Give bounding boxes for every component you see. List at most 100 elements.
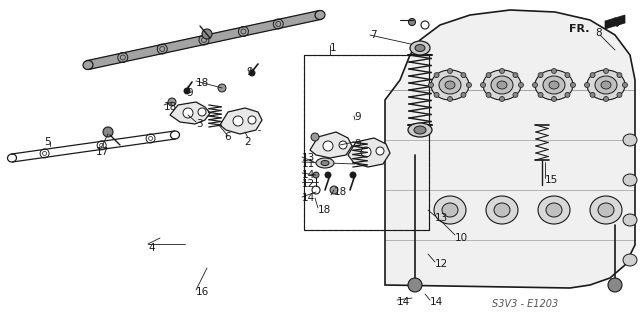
Circle shape bbox=[481, 83, 486, 87]
Circle shape bbox=[233, 116, 243, 126]
Polygon shape bbox=[310, 132, 352, 158]
Ellipse shape bbox=[590, 196, 622, 224]
Text: 13: 13 bbox=[435, 213, 448, 223]
Circle shape bbox=[249, 70, 255, 76]
Circle shape bbox=[538, 73, 543, 78]
Circle shape bbox=[350, 172, 356, 178]
Ellipse shape bbox=[497, 81, 507, 89]
Circle shape bbox=[570, 83, 575, 87]
Ellipse shape bbox=[623, 174, 637, 186]
Circle shape bbox=[584, 83, 589, 87]
Circle shape bbox=[513, 92, 518, 97]
Circle shape bbox=[218, 84, 226, 92]
Circle shape bbox=[538, 92, 543, 97]
Text: 12: 12 bbox=[435, 259, 448, 269]
Ellipse shape bbox=[483, 70, 521, 100]
Ellipse shape bbox=[535, 70, 573, 100]
Text: 17: 17 bbox=[96, 147, 109, 157]
Text: 13: 13 bbox=[302, 153, 316, 163]
Ellipse shape bbox=[623, 214, 637, 226]
Circle shape bbox=[565, 92, 570, 97]
Circle shape bbox=[565, 73, 570, 78]
Ellipse shape bbox=[538, 196, 570, 224]
Circle shape bbox=[532, 83, 538, 87]
Ellipse shape bbox=[486, 196, 518, 224]
Circle shape bbox=[311, 133, 319, 141]
Ellipse shape bbox=[431, 70, 469, 100]
Polygon shape bbox=[220, 108, 262, 134]
Text: 18: 18 bbox=[318, 205, 332, 215]
Ellipse shape bbox=[316, 158, 334, 168]
Ellipse shape bbox=[408, 123, 432, 137]
Circle shape bbox=[486, 73, 491, 78]
Circle shape bbox=[325, 172, 331, 178]
Text: 14: 14 bbox=[397, 297, 410, 307]
Circle shape bbox=[434, 73, 439, 78]
Bar bbox=[304, 55, 429, 230]
Ellipse shape bbox=[434, 196, 466, 224]
Ellipse shape bbox=[543, 76, 565, 94]
Circle shape bbox=[330, 186, 338, 194]
Circle shape bbox=[617, 73, 622, 78]
Circle shape bbox=[323, 141, 333, 151]
Ellipse shape bbox=[439, 76, 461, 94]
Text: 9: 9 bbox=[354, 112, 360, 122]
Text: 8: 8 bbox=[595, 28, 602, 38]
Text: 18: 18 bbox=[196, 78, 209, 88]
Ellipse shape bbox=[623, 134, 637, 146]
Circle shape bbox=[461, 92, 466, 97]
Ellipse shape bbox=[601, 81, 611, 89]
Ellipse shape bbox=[595, 76, 617, 94]
Circle shape bbox=[168, 98, 176, 106]
Text: 14: 14 bbox=[430, 297, 444, 307]
Circle shape bbox=[499, 97, 504, 101]
Circle shape bbox=[552, 97, 557, 101]
Circle shape bbox=[486, 92, 491, 97]
Text: 14: 14 bbox=[302, 193, 316, 203]
Text: 18: 18 bbox=[334, 187, 348, 197]
Circle shape bbox=[518, 83, 524, 87]
Ellipse shape bbox=[442, 203, 458, 217]
Circle shape bbox=[313, 172, 319, 178]
Text: 1: 1 bbox=[330, 43, 337, 53]
Circle shape bbox=[623, 83, 627, 87]
Text: 7: 7 bbox=[370, 30, 376, 40]
Circle shape bbox=[434, 92, 439, 97]
Text: 6: 6 bbox=[224, 132, 230, 142]
Ellipse shape bbox=[491, 76, 513, 94]
Ellipse shape bbox=[321, 161, 329, 165]
Circle shape bbox=[339, 141, 347, 149]
Circle shape bbox=[461, 73, 466, 78]
Text: 18: 18 bbox=[164, 102, 177, 112]
Ellipse shape bbox=[623, 254, 637, 266]
Text: 9: 9 bbox=[186, 88, 193, 98]
Circle shape bbox=[604, 97, 609, 101]
Circle shape bbox=[447, 68, 452, 74]
Polygon shape bbox=[170, 102, 210, 124]
Circle shape bbox=[408, 278, 422, 292]
Bar bbox=[304, 55, 429, 230]
Text: 5: 5 bbox=[44, 137, 51, 147]
Text: 11: 11 bbox=[302, 159, 316, 169]
Text: 15: 15 bbox=[545, 175, 558, 185]
Ellipse shape bbox=[410, 41, 430, 55]
Circle shape bbox=[552, 68, 557, 74]
Ellipse shape bbox=[549, 81, 559, 89]
Circle shape bbox=[590, 92, 595, 97]
Circle shape bbox=[103, 127, 113, 137]
Text: 4: 4 bbox=[148, 243, 155, 253]
Polygon shape bbox=[385, 10, 635, 288]
Text: 14: 14 bbox=[302, 170, 316, 180]
Text: 9: 9 bbox=[246, 67, 253, 77]
Text: 10: 10 bbox=[455, 233, 468, 243]
Circle shape bbox=[499, 68, 504, 74]
Ellipse shape bbox=[587, 70, 625, 100]
Text: 2: 2 bbox=[244, 137, 251, 147]
Circle shape bbox=[198, 108, 206, 116]
Circle shape bbox=[248, 116, 256, 124]
Circle shape bbox=[408, 19, 415, 26]
Ellipse shape bbox=[598, 203, 614, 217]
Circle shape bbox=[202, 29, 212, 39]
Circle shape bbox=[376, 147, 384, 155]
Text: 3: 3 bbox=[196, 119, 203, 129]
